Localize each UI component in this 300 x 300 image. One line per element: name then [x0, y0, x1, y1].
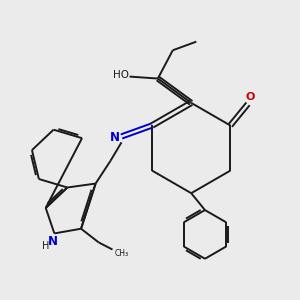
Text: H: H: [42, 241, 50, 251]
Text: N: N: [47, 235, 57, 248]
Text: CH₃: CH₃: [114, 249, 129, 258]
Text: HO: HO: [113, 70, 129, 80]
Text: N: N: [110, 131, 119, 144]
Text: O: O: [246, 92, 255, 102]
